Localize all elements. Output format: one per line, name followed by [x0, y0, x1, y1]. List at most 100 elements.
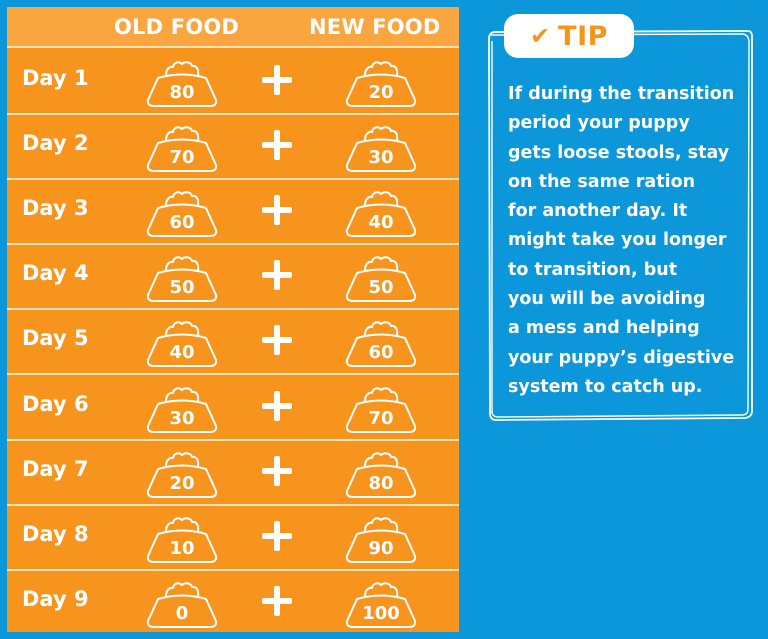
- plus-icon: [262, 520, 292, 551]
- day-label: Day 2: [22, 131, 89, 156]
- day-label: Day 6: [22, 391, 89, 416]
- food-bowl-icon: [146, 321, 218, 368]
- old-food-percent: 80: [169, 82, 195, 103]
- tip-text: If during the transition period your pup…: [508, 80, 748, 402]
- day-label: Day 4: [22, 261, 89, 286]
- table-row: Day 8 10 90: [7, 506, 459, 571]
- column-header-new-food: NEW FOOD: [309, 15, 441, 39]
- food-bowl-icon: [146, 516, 218, 563]
- tip-line: on the same ration: [508, 171, 696, 192]
- tip-line: for another day. It: [508, 201, 688, 222]
- old-food-bowl: 80: [144, 56, 220, 110]
- plus-icon: [262, 390, 292, 421]
- tip-line: a mess and helping: [508, 318, 700, 339]
- food-bowl-icon: [146, 61, 218, 107]
- food-bowl-icon: [345, 582, 417, 628]
- old-food-bowl: 50: [144, 251, 220, 305]
- tip-line: your puppy’s digestive: [508, 347, 735, 368]
- checkmark-icon: ✔: [530, 22, 551, 50]
- day-label: Day 3: [22, 196, 89, 221]
- food-bowl-icon: [146, 386, 218, 433]
- plus-icon: [262, 260, 292, 291]
- new-food-percent: 30: [368, 147, 394, 169]
- tip-line: system to catch up.: [508, 376, 703, 397]
- day-label: Day 7: [22, 456, 89, 481]
- food-bowl-icon: [345, 126, 417, 173]
- food-bowl-icon: [146, 191, 218, 238]
- table-row: Day 6 30 70: [7, 376, 459, 441]
- tip-line: If during the transition: [508, 84, 735, 104]
- food-bowl-icon: [345, 451, 417, 498]
- plus-icon: [262, 65, 292, 95]
- new-food-bowl: 70: [343, 382, 419, 436]
- table-row: Day 1 80 20: [7, 50, 459, 115]
- old-food-bowl: 70: [144, 121, 220, 175]
- old-food-percent: 30: [169, 407, 195, 429]
- old-food-bowl: 10: [144, 512, 220, 566]
- food-bowl-icon: [146, 451, 218, 498]
- table-header: OLD FOOD NEW FOOD: [7, 7, 459, 48]
- old-food-percent: 0: [175, 602, 189, 624]
- food-bowl-icon: [345, 386, 417, 433]
- new-food-bowl: 100: [343, 577, 419, 631]
- new-food-percent: 60: [368, 342, 394, 364]
- plus-icon: [262, 585, 292, 616]
- table-row: Day 9 0 100: [7, 571, 459, 636]
- tip-line: might take you longer: [508, 230, 727, 251]
- plus-icon: [262, 130, 292, 161]
- tip-badge: ✔ TIP: [504, 14, 634, 58]
- new-food-percent: 80: [368, 472, 394, 494]
- column-header-old-food: OLD FOOD: [114, 15, 240, 39]
- day-label: Day 8: [22, 521, 89, 546]
- food-bowl-icon: [345, 321, 417, 368]
- sketch-border-decoration: [488, 30, 753, 421]
- old-food-bowl: 20: [144, 447, 220, 501]
- new-food-bowl: 50: [343, 251, 419, 305]
- tip-line: you will be avoiding: [508, 289, 706, 310]
- table-row: Day 3 60 40: [7, 180, 459, 246]
- food-bowl-icon: [345, 191, 417, 238]
- tip-line: period your puppy: [508, 113, 690, 134]
- table-row: Day 2 70 30: [7, 115, 459, 181]
- food-bowl-icon: [146, 582, 218, 628]
- tip-line: to transition, but: [508, 259, 678, 280]
- old-food-bowl: 60: [144, 186, 220, 240]
- old-food-bowl: 30: [144, 382, 220, 436]
- old-food-percent: 40: [169, 342, 195, 364]
- tip-line: gets loose stools, stay: [508, 142, 730, 163]
- tip-frame: [486, 29, 754, 424]
- old-food-percent: 10: [169, 537, 195, 559]
- new-food-percent: 70: [368, 407, 394, 429]
- new-food-bowl: 80: [343, 447, 419, 501]
- new-food-percent: 40: [368, 212, 394, 234]
- new-food-bowl: 90: [343, 512, 419, 566]
- tip-title: TIP: [558, 20, 608, 52]
- day-label: Day 5: [22, 326, 89, 351]
- food-bowl-icon: [345, 256, 417, 303]
- day-label: Day 9: [22, 586, 89, 611]
- old-food-bowl: 40: [144, 316, 220, 370]
- table-row: Day 5 40 60: [7, 310, 459, 376]
- new-food-bowl: 40: [343, 186, 419, 240]
- old-food-percent: 60: [169, 212, 195, 234]
- food-bowl-icon: [345, 61, 417, 107]
- plus-icon: [262, 455, 292, 486]
- table-row: Day 7 20 80: [7, 441, 459, 506]
- new-food-bowl: 20: [343, 56, 419, 110]
- new-food-percent: 20: [368, 82, 394, 103]
- food-bowl-icon: [146, 126, 218, 173]
- old-food-percent: 70: [169, 147, 195, 169]
- plus-icon: [262, 195, 292, 226]
- new-food-percent: 90: [368, 537, 394, 559]
- day-label: Day 1: [22, 66, 89, 90]
- new-food-bowl: 60: [343, 316, 419, 370]
- old-food-percent: 50: [169, 277, 195, 299]
- plus-icon: [262, 325, 292, 356]
- table-row: Day 4 50 50: [7, 245, 459, 311]
- new-food-bowl: 30: [343, 121, 419, 175]
- new-food-percent: 100: [362, 602, 400, 624]
- food-bowl-icon: [345, 516, 417, 563]
- food-bowl-icon: [146, 256, 218, 303]
- old-food-bowl: 0: [144, 577, 220, 631]
- new-food-percent: 50: [368, 277, 394, 299]
